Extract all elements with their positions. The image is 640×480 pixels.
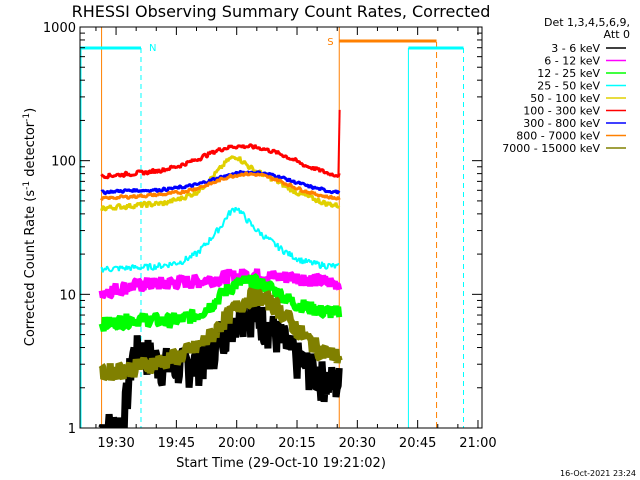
chart-title: RHESSI Observing Summary Count Rates, Co… xyxy=(72,2,491,21)
legend-label: 100 - 300 keV xyxy=(523,105,600,118)
saa-marker-label: S xyxy=(327,37,333,48)
legend-label: 300 - 800 keV xyxy=(523,117,600,130)
legend-label: 800 - 7000 keV xyxy=(516,130,600,143)
x-tick-label: 20:15 xyxy=(278,436,315,451)
y-axis-label: Corrected Count Rate (s-1 detector-1) xyxy=(22,108,38,346)
legend-label: 6 - 12 keV xyxy=(544,55,600,68)
x-tick-label: 19:30 xyxy=(97,436,134,451)
legend-header-line-1: Det 1,3,4,5,6,9, xyxy=(544,16,630,29)
legend-label: 12 - 25 keV xyxy=(537,67,600,80)
y-tick-label: 1 xyxy=(68,422,76,437)
series-spike xyxy=(337,109,341,174)
y-axis-label-part: -1 xyxy=(22,113,32,122)
series-line xyxy=(100,171,341,201)
x-tick-label: 19:45 xyxy=(158,436,195,451)
series-line xyxy=(100,206,340,273)
series-group xyxy=(98,143,343,428)
generation-timestamp: 16-Oct-2021 23:24 xyxy=(560,469,636,478)
x-tick-label: 20:00 xyxy=(218,436,255,451)
series-line xyxy=(98,273,343,332)
series-line xyxy=(98,287,343,382)
y-axis-label-part: Corrected Count Rate (s xyxy=(23,190,38,347)
plot-frame xyxy=(79,26,483,429)
series-line xyxy=(98,300,343,428)
series-line xyxy=(100,169,341,196)
legend-label: 7000 - 15000 keV xyxy=(502,142,600,155)
x-axis-label: Start Time (29-Oct-10 19:21:02) xyxy=(176,456,386,471)
y-tick-label: 10 xyxy=(59,288,76,303)
legend-label: 50 - 100 keV xyxy=(530,92,600,105)
x-tick-label: 20:45 xyxy=(399,436,436,451)
x-tick-label: 21:00 xyxy=(459,436,496,451)
y-tick-label: 100 xyxy=(51,155,76,170)
y-axis-label-part: -1 xyxy=(22,181,32,190)
series-line xyxy=(100,155,341,212)
night-marker-label: N xyxy=(149,43,156,54)
series-line xyxy=(100,143,341,180)
series-line xyxy=(98,268,343,300)
legend-label: 25 - 50 keV xyxy=(537,80,600,93)
y-tick-label: 1000 xyxy=(43,21,76,36)
x-tick-label: 20:30 xyxy=(339,436,376,451)
y-axis-label-part: ) xyxy=(23,108,38,113)
y-axis-label-part: detector xyxy=(23,121,38,181)
legend-header-line-2: Att 0 xyxy=(604,28,630,41)
legend-label: 3 - 6 keV xyxy=(551,42,600,55)
